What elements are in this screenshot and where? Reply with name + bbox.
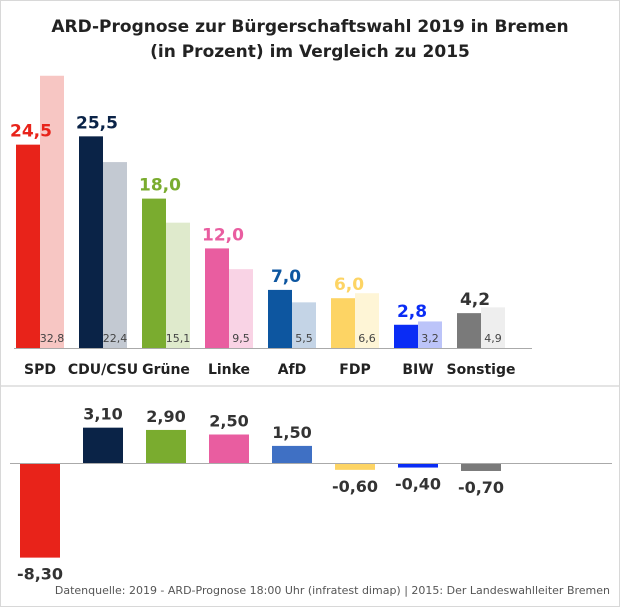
chart-title-line-1: ARD-Prognose zur Bürgerschaftswahl 2019 … <box>51 17 569 37</box>
category-label: Sonstige <box>446 362 515 378</box>
bar-2015 <box>40 75 64 348</box>
change-bar <box>209 434 249 463</box>
bar-2015 <box>292 302 316 348</box>
category-label: SPD <box>24 362 56 378</box>
data-label-2019: 2,8 <box>397 302 427 322</box>
change-bar <box>335 463 375 470</box>
change-label: -8,30 <box>17 565 63 584</box>
change-bar <box>398 463 438 468</box>
bar-2019 <box>16 144 40 348</box>
data-label-2019: 18,0 <box>139 176 181 196</box>
category-label: Grüne <box>142 362 190 378</box>
data-label-2019: 24,5 <box>10 122 52 142</box>
data-label-2015: 5,5 <box>295 332 313 345</box>
change-bar <box>461 463 501 471</box>
category-label: CDU/CSU <box>68 362 138 378</box>
change-bar <box>146 429 186 463</box>
data-label-2015: 3,2 <box>421 332 439 345</box>
category-label: BIW <box>402 362 433 378</box>
chart-title-line-2: (in Prozent) im Vergleich zu 2015 <box>150 42 470 62</box>
data-label-2015: 4,9 <box>484 332 502 345</box>
bar-2019 <box>79 136 103 348</box>
change-label: 1,50 <box>272 423 311 442</box>
category-label: AfD <box>278 362 307 378</box>
bar-2015 <box>481 307 505 348</box>
change-label: -0,60 <box>332 477 378 496</box>
data-label-2015: 22,4 <box>103 332 128 345</box>
bar-2015 <box>229 269 253 348</box>
data-label-2019: 7,0 <box>271 267 301 287</box>
bar-2015 <box>355 293 379 348</box>
change-label: 2,50 <box>209 412 248 431</box>
data-label-2015: 15,1 <box>166 332 191 345</box>
data-label-2015: 9,5 <box>232 332 250 345</box>
data-label-2019: 25,5 <box>76 113 118 133</box>
source-note: Datenquelle: 2019 - ARD-Prognose 18:00 U… <box>54 584 610 597</box>
bar-2019 <box>457 313 481 348</box>
change-bar <box>20 463 60 558</box>
data-label-2019: 4,2 <box>460 290 490 310</box>
bar-2019 <box>205 248 229 348</box>
change-label: -0,40 <box>395 475 441 494</box>
data-label-2015: 6,6 <box>358 332 376 345</box>
change-label: 2,90 <box>146 407 185 426</box>
change-bar <box>272 445 312 463</box>
data-label-2015: 32,8 <box>40 332 65 345</box>
bar-2019 <box>142 198 166 348</box>
change-label: -0,70 <box>458 478 504 497</box>
bar-2019 <box>394 324 418 348</box>
bar-2015 <box>103 162 127 348</box>
bar-2019 <box>268 289 292 348</box>
change-label: 3,10 <box>83 405 122 424</box>
bar-2019 <box>331 298 355 348</box>
data-label-2019: 6,0 <box>334 275 364 295</box>
data-label-2019: 12,0 <box>202 225 244 245</box>
change-bar <box>83 427 123 463</box>
bar-2015 <box>418 321 442 348</box>
category-label: FDP <box>339 362 370 378</box>
category-label: Linke <box>208 362 250 378</box>
bar-2015 <box>166 222 190 348</box>
